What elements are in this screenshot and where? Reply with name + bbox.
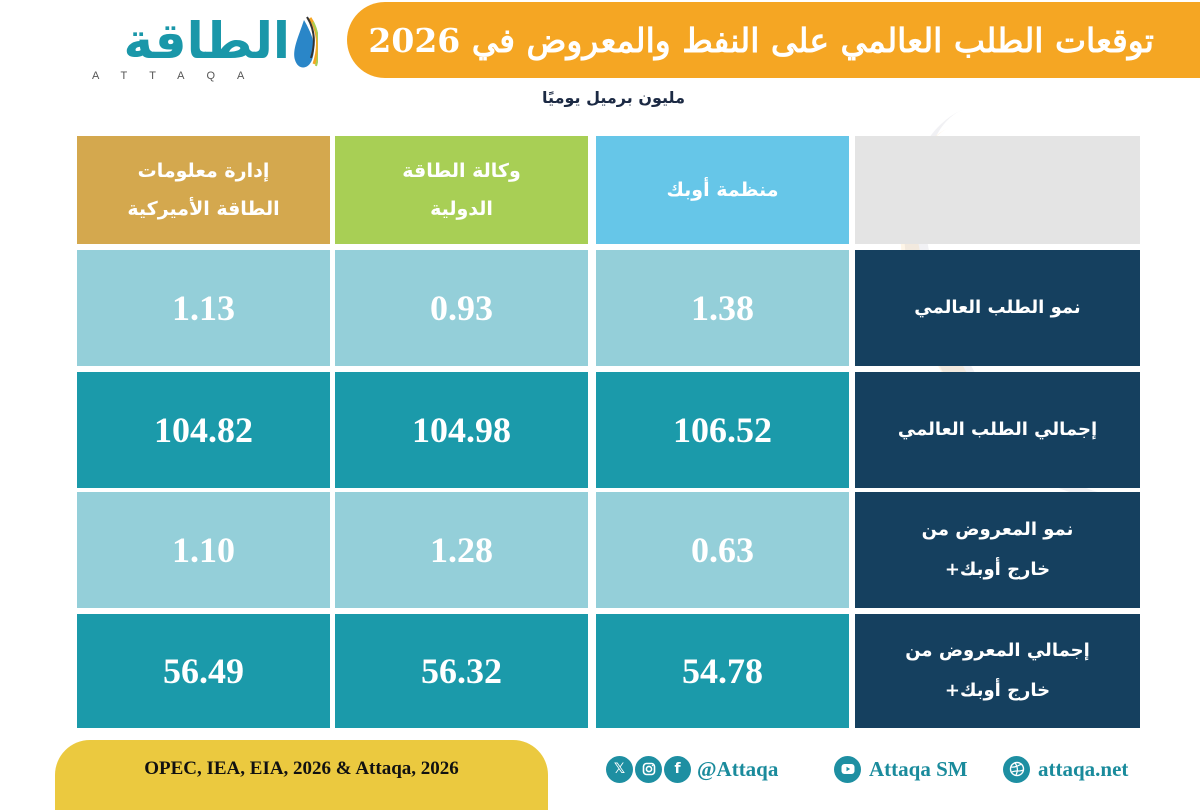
row-label-total-supply-line2: خارج أوبك+ — [944, 680, 1051, 701]
source-text: OPEC, IEA, EIA, 2026 & Attaqa, 2026 — [144, 758, 459, 779]
page-title: توقعات الطلب العالمي على النفط والمعروض … — [368, 20, 1154, 60]
column-header-eia-line2: الطاقة الأميركية — [127, 198, 280, 220]
row-label-total-supply: إجمالي المعروض من خارج أوبك+ — [855, 614, 1140, 728]
table-cell-row4-opec: 54.78 — [596, 614, 849, 728]
row-label-supply-growth-line1: نمو المعروض من — [921, 519, 1074, 540]
table-cell-row1-opec: 1.38 — [596, 250, 849, 366]
column-header-eia: إدارة معلومات الطاقة الأميركية — [77, 136, 330, 244]
instagram-icon[interactable] — [635, 755, 662, 783]
logo-drop-icon — [294, 16, 318, 68]
youtube-text[interactable]: Attaqa SM — [869, 756, 968, 781]
youtube-link[interactable]: Attaqa SM — [834, 752, 968, 786]
unit-label: مليون برميل يوميًا — [542, 88, 685, 107]
column-header-iea: وكالة الطاقة الدولية — [335, 136, 588, 244]
logo-arabic-text: الطاقة — [123, 12, 290, 70]
title-banner: توقعات الطلب العالمي على النفط والمعروض … — [347, 2, 1200, 78]
x-icon[interactable]: 𝕏 — [606, 755, 633, 783]
row-label-total-demand: إجمالي الطلب العالمي — [855, 372, 1140, 488]
row-label-total-supply-line1: إجمالي المعروض من — [905, 640, 1090, 661]
column-header-blank — [855, 136, 1140, 244]
table-cell-row3-iea: 1.28 — [335, 492, 588, 608]
table-cell-row2-opec: 106.52 — [596, 372, 849, 488]
column-header-iea-line2: الدولية — [430, 198, 493, 220]
table-cell-row1-iea: 0.93 — [335, 250, 588, 366]
facebook-icon[interactable]: f — [664, 755, 691, 783]
social-handle-group[interactable]: 𝕏 f @Attaqa — [606, 752, 778, 786]
row-label-demand-growth-text: نمو الطلب العالمي — [914, 297, 1081, 318]
table-cell-row2-iea: 104.98 — [335, 372, 588, 488]
table-cell-row4-eia: 56.49 — [77, 614, 330, 728]
globe-icon[interactable] — [1003, 755, 1030, 783]
source-pill: OPEC, IEA, EIA, 2026 & Attaqa, 2026 — [55, 740, 548, 810]
social-handle-text[interactable]: @Attaqa — [697, 756, 779, 781]
website-text[interactable]: attaqa.net — [1038, 756, 1129, 781]
row-label-demand-growth: نمو الطلب العالمي — [855, 250, 1140, 366]
attaqa-logo: الطاقة ATTAQA — [80, 10, 320, 90]
row-label-total-demand-text: إجمالي الطلب العالمي — [897, 419, 1098, 440]
column-header-opec: منظمة أوبك — [596, 136, 849, 244]
column-header-eia-line1: إدارة معلومات — [137, 160, 270, 182]
table-cell-row3-eia: 1.10 — [77, 492, 330, 608]
table-cell-row1-eia: 1.13 — [77, 250, 330, 366]
youtube-icon[interactable] — [834, 755, 861, 783]
website-link[interactable]: attaqa.net — [1003, 752, 1128, 786]
column-header-iea-line1: وكالة الطاقة — [402, 160, 521, 182]
row-label-supply-growth: نمو المعروض من خارج أوبك+ — [855, 492, 1140, 608]
table-cell-row3-opec: 0.63 — [596, 492, 849, 608]
table-cell-row4-iea: 56.32 — [335, 614, 588, 728]
column-header-opec-line1: منظمة أوبك — [666, 179, 779, 201]
logo-english-text: ATTAQA — [92, 70, 267, 82]
row-label-supply-growth-line2: خارج أوبك+ — [944, 559, 1051, 580]
table-cell-row2-eia: 104.82 — [77, 372, 330, 488]
